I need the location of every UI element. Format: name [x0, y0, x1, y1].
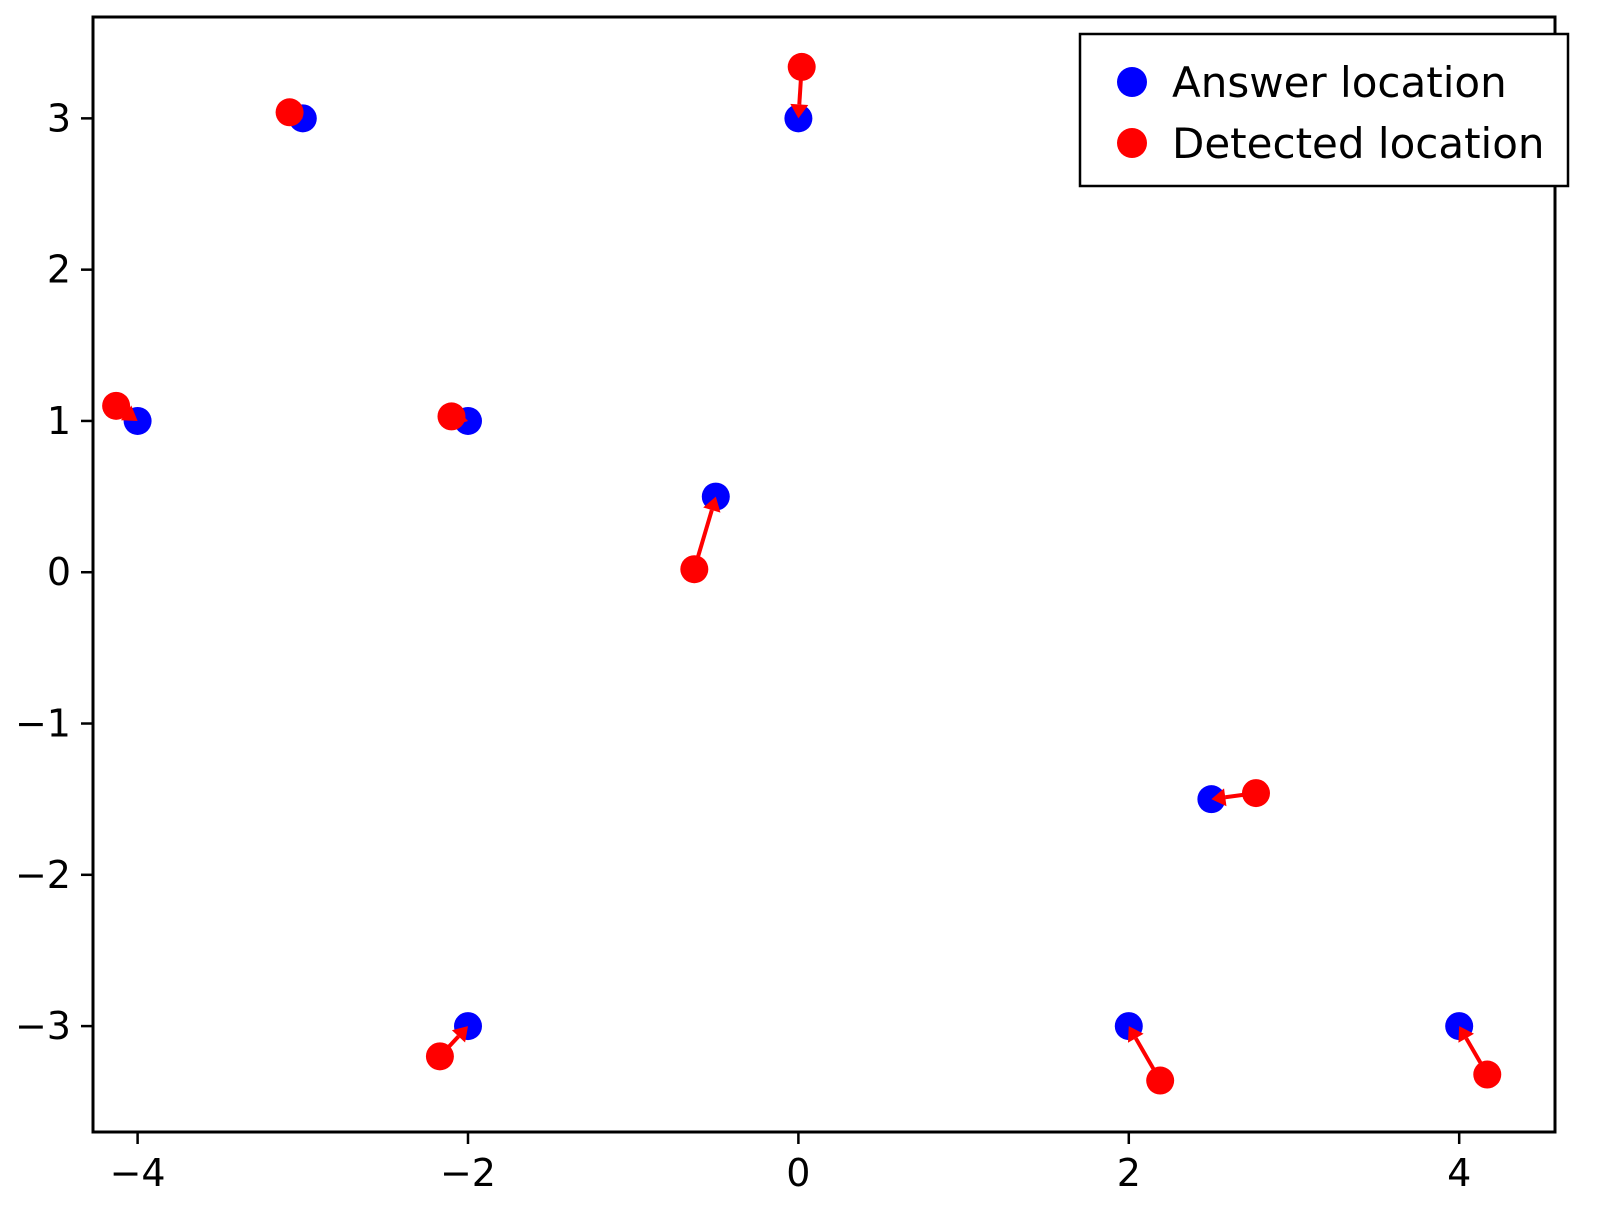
arrow-head	[790, 103, 809, 119]
y-tick-label: −3	[15, 1004, 71, 1048]
displacement-arrow	[450, 414, 456, 420]
y-tick-label: −2	[15, 853, 71, 897]
legend: Answer location Detected location	[1078, 32, 1570, 188]
x-tick-label: 2	[1117, 1151, 1141, 1195]
arrow-head	[120, 405, 138, 421]
y-tick-label: 0	[47, 550, 71, 594]
arrow-head	[286, 104, 303, 121]
x-tick-label: −2	[440, 1151, 496, 1195]
arrow-head	[451, 1026, 468, 1043]
displacement-arrow	[114, 404, 128, 415]
arrow-head	[703, 496, 721, 513]
legend-label-detected: Detected location	[1172, 119, 1545, 168]
arrow-head	[1458, 1026, 1474, 1043]
y-tick-label: 3	[47, 96, 71, 140]
x-tick-label: 4	[1447, 1151, 1471, 1195]
x-tick-label: −4	[110, 1151, 166, 1195]
y-tick-label: −1	[15, 702, 71, 746]
legend-marker-detected	[1117, 128, 1147, 158]
arrow-head	[452, 408, 468, 426]
plot-frame	[91, 15, 1557, 1134]
displacement-arrow	[1464, 1037, 1489, 1076]
legend-label-answer: Answer location	[1172, 58, 1507, 107]
x-tick-label: 0	[786, 1151, 810, 1195]
displacement-arrows-overlay	[114, 66, 1489, 1082]
displacement-arrow	[692, 509, 714, 570]
arrow-head	[1127, 1026, 1144, 1043]
y-axis: −3 −2 −1 0 1 2 3	[15, 96, 93, 1048]
y-tick-label: 2	[47, 248, 71, 292]
x-axis: −4 −2 0 2 4	[110, 1132, 1471, 1195]
answer-point	[784, 104, 813, 133]
displacement-arrow	[797, 66, 804, 105]
displacement-arrow	[438, 1034, 460, 1058]
arrow-head	[1211, 788, 1227, 807]
legend-marker-answer	[1117, 67, 1147, 97]
displacement-arrow	[1224, 791, 1257, 800]
legend-box	[1078, 32, 1570, 188]
y-tick-label: 1	[47, 399, 71, 443]
displacement-arrow	[1134, 1037, 1162, 1082]
